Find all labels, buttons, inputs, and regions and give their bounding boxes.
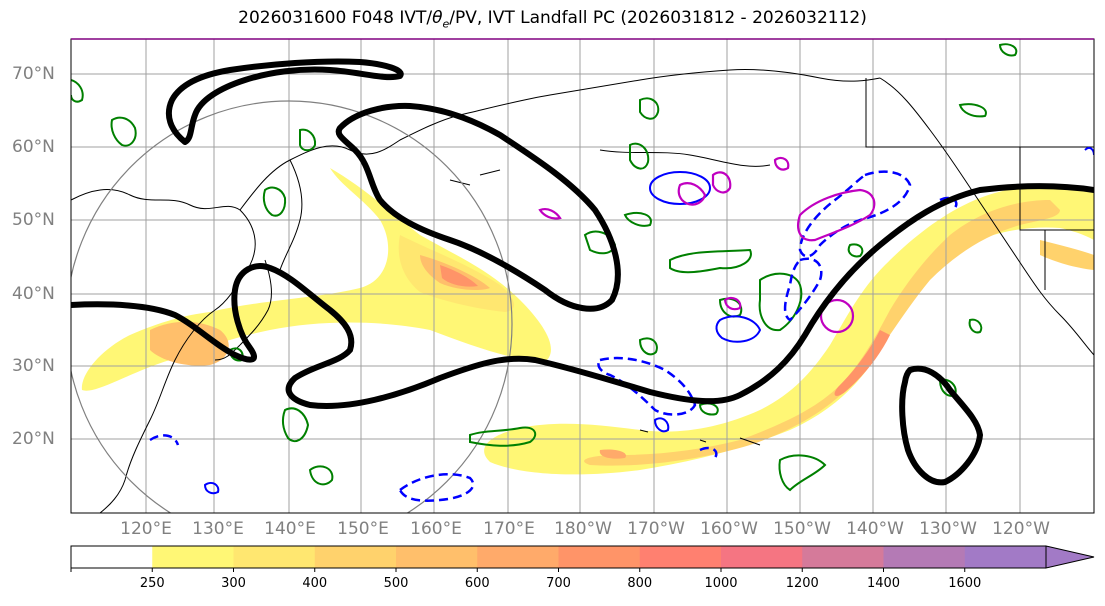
lat-label-30n: 30°N	[12, 356, 55, 376]
lon-label-150w: 150°W	[773, 519, 831, 539]
colorbar-tick-label: 500	[383, 576, 409, 591]
colorbar-tick-label: 600	[464, 576, 490, 591]
colorbar-segment	[71, 546, 153, 568]
ivt-shading	[81, 168, 1094, 475]
colorbar-segment	[964, 546, 1047, 568]
pv-dashed-contours	[149, 170, 958, 502]
lat-label-70n: 70°N	[12, 64, 55, 84]
landfall-range-circle	[71, 100, 513, 513]
ivt-plume-east-core	[584, 200, 1060, 466]
colorbar-tick-label: 250	[139, 576, 165, 591]
colorbar-segment	[233, 546, 316, 568]
lon-label-120w: 120°W	[992, 519, 1050, 539]
colorbar-tick-label: 1600	[948, 576, 982, 591]
lon-label-150e: 150°E	[337, 519, 389, 539]
colorbar-tick-label: 300	[221, 576, 246, 591]
colorbar-tick-label: 1400	[866, 576, 901, 591]
lon-label-170e: 170°E	[483, 519, 535, 539]
ivt-plume-east-core2	[834, 330, 890, 396]
magenta-contours	[538, 156, 876, 334]
colorbar-segment	[396, 546, 478, 568]
lon-label-160w: 160°W	[700, 519, 758, 539]
lon-label-130e: 130°E	[192, 519, 244, 539]
lon-label-180w: 180°W	[554, 519, 612, 539]
lon-label-140w: 140°W	[846, 519, 904, 539]
colorbar-segment	[477, 546, 559, 568]
colorbar-segment	[802, 546, 884, 568]
colorbar-tick-label: 400	[302, 576, 328, 591]
ivt-plume-japan	[150, 321, 229, 366]
lon-label-160e: 160°E	[410, 519, 462, 539]
ivt-plume-northwest-coast	[1040, 240, 1094, 270]
pv-solid-contours	[203, 146, 1094, 495]
pc-contours	[71, 58, 1094, 486]
lon-label-120e: 120°E	[120, 519, 172, 539]
colorbar-tick-label: 800	[627, 576, 653, 591]
colorbar-segment	[152, 546, 234, 568]
colorbar-tick-label: 1200	[785, 576, 819, 591]
colorbar-segment	[558, 546, 641, 568]
lon-label-130w: 130°W	[919, 519, 977, 539]
lon-label-170w: 170°W	[627, 519, 685, 539]
colorbar-extend-arrow	[1045, 545, 1095, 569]
graticule	[71, 39, 1094, 513]
colorbar-segment	[883, 546, 966, 568]
colorbar-segment	[314, 546, 397, 568]
ivt-plume-east-core3	[599, 449, 626, 459]
lat-label-20n: 20°N	[12, 429, 55, 449]
lat-label-50n: 50°N	[12, 210, 55, 230]
figure-title: 2026031600 F048 IVT/θe/PV, IVT Landfall …	[238, 8, 867, 31]
colorbar-tick-label: 1000	[704, 576, 738, 591]
lat-label-60n: 60°N	[12, 137, 55, 157]
colorbar-segment	[721, 546, 803, 568]
lat-label-40n: 40°N	[12, 284, 55, 304]
colorbar-tick-label: 700	[546, 576, 571, 591]
colorbar-segment	[639, 546, 722, 568]
colorbar	[70, 545, 1095, 572]
ivt-plume-west-core3	[440, 265, 478, 287]
lon-label-140e: 140°E	[264, 519, 316, 539]
